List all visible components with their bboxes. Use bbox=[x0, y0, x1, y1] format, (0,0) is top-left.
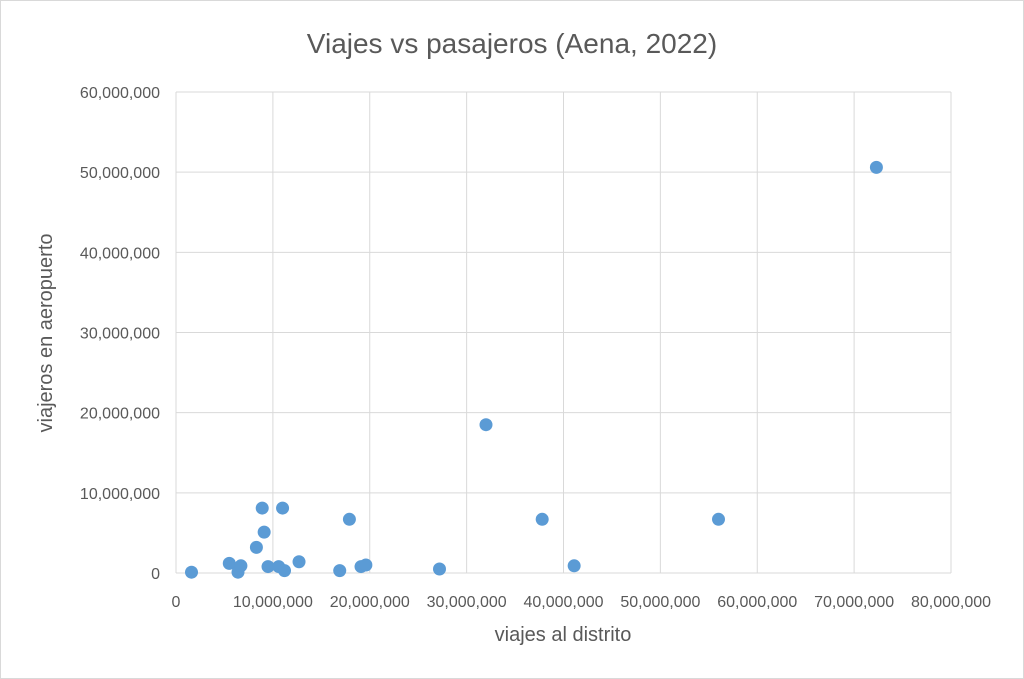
x-tick-label: 80,000,000 bbox=[911, 594, 991, 611]
data-point bbox=[278, 564, 291, 578]
y-tick-label: 10,000,000 bbox=[80, 486, 160, 503]
data-point bbox=[433, 562, 446, 576]
data-point bbox=[535, 512, 549, 526]
data-point bbox=[276, 501, 290, 515]
data-point bbox=[255, 501, 269, 515]
y-tick-label: 20,000,000 bbox=[80, 406, 160, 423]
x-tick-label: 30,000,000 bbox=[427, 594, 507, 611]
x-tick-label: 50,000,000 bbox=[620, 594, 700, 611]
y-axis-title: viajeros en aeropuerto bbox=[35, 233, 57, 432]
y-tick-label: 0 bbox=[151, 566, 160, 583]
data-point bbox=[292, 555, 306, 569]
x-tick-label: 70,000,000 bbox=[814, 594, 894, 611]
y-tick-label: 60,000,000 bbox=[80, 85, 160, 102]
data-points bbox=[185, 160, 883, 579]
y-tick-label: 40,000,000 bbox=[80, 245, 160, 262]
data-point bbox=[333, 564, 347, 578]
y-tick-label: 50,000,000 bbox=[80, 165, 160, 182]
x-axis-ticks: 0 10,000,000 20,000,000 30,000,000 40,000,00… bbox=[172, 594, 992, 611]
y-axis-ticks: 0 10,000,000 20,000,000 30,000,000 40,000,00… bbox=[80, 85, 160, 583]
data-point bbox=[257, 525, 271, 539]
x-tick-label: 60,000,000 bbox=[717, 594, 797, 611]
y-tick-label: 30,000,000 bbox=[80, 326, 160, 343]
data-point bbox=[234, 559, 248, 573]
data-point bbox=[712, 512, 725, 526]
data-point bbox=[359, 558, 373, 572]
x-tick-label: 10,000,000 bbox=[233, 594, 313, 611]
x-tick-label: 20,000,000 bbox=[330, 594, 410, 611]
gridlines bbox=[175, 91, 952, 574]
x-tick-label: 0 bbox=[172, 594, 181, 611]
data-point bbox=[342, 512, 356, 526]
data-point bbox=[567, 559, 581, 573]
data-point bbox=[869, 160, 883, 174]
data-point bbox=[185, 565, 198, 579]
data-point bbox=[261, 560, 275, 574]
x-axis-title: viajes al distrito bbox=[495, 624, 632, 646]
data-point bbox=[222, 556, 236, 570]
data-point bbox=[479, 418, 493, 432]
chart-title: Viajes vs pasajeros (Aena, 2022) bbox=[307, 28, 717, 59]
data-point bbox=[249, 540, 263, 554]
x-tick-label: 40,000,000 bbox=[523, 594, 603, 611]
